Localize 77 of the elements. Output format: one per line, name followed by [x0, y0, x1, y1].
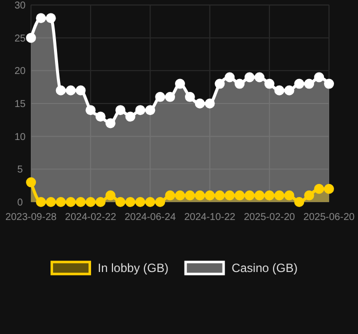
- point: [234, 190, 245, 200]
- point: [274, 85, 284, 96]
- point: [135, 105, 146, 116]
- point: [324, 184, 334, 194]
- legend-label: Casino (GB): [232, 261, 298, 275]
- point: [204, 190, 215, 200]
- point: [145, 197, 156, 207]
- point: [264, 190, 274, 200]
- point: [274, 190, 284, 200]
- y-tick-label: 5: [17, 164, 24, 176]
- point: [194, 98, 205, 108]
- point: [76, 197, 86, 207]
- point: [56, 197, 66, 207]
- point: [125, 112, 136, 122]
- point: [46, 197, 56, 207]
- x-tick-label: 2025-02-20: [244, 212, 296, 223]
- point: [254, 72, 264, 82]
- point: [165, 92, 176, 102]
- point: [284, 190, 294, 200]
- point: [214, 78, 225, 89]
- point: [214, 190, 225, 200]
- point: [115, 105, 126, 116]
- point: [125, 197, 136, 207]
- y-tick-label: 25: [14, 33, 26, 44]
- point: [105, 118, 116, 128]
- point: [86, 197, 96, 207]
- point: [204, 98, 215, 108]
- point: [184, 92, 195, 102]
- point: [36, 13, 46, 24]
- point: [294, 78, 304, 89]
- point: [76, 85, 86, 96]
- point: [165, 190, 176, 200]
- legend-label: In lobby (GB): [98, 261, 169, 275]
- y-tick-label: 10: [14, 132, 26, 143]
- point: [86, 105, 96, 116]
- point: [234, 78, 245, 89]
- point: [194, 190, 205, 200]
- point: [26, 177, 36, 188]
- point: [66, 197, 76, 207]
- x-tick-label: 2024-02-22: [65, 212, 117, 223]
- point: [155, 197, 166, 207]
- point: [175, 78, 185, 89]
- point: [254, 190, 264, 200]
- point: [224, 190, 235, 200]
- y-tick-label: 20: [14, 66, 26, 78]
- point: [264, 78, 274, 89]
- point: [66, 85, 76, 96]
- point: [244, 190, 255, 200]
- point: [155, 92, 166, 102]
- point: [96, 197, 106, 207]
- point: [224, 72, 235, 82]
- point: [304, 78, 314, 89]
- point: [26, 32, 36, 43]
- point: [324, 78, 334, 89]
- point: [115, 197, 126, 207]
- point: [314, 72, 324, 82]
- point: [46, 13, 56, 24]
- point: [145, 105, 156, 116]
- y-tick-label: 0: [17, 198, 24, 208]
- point: [135, 197, 146, 207]
- point: [184, 190, 195, 200]
- point: [284, 85, 294, 96]
- x-tick-label: 2024-06-24: [124, 212, 176, 223]
- point: [56, 85, 66, 96]
- y-tick-label: 15: [14, 99, 26, 110]
- point: [96, 112, 106, 122]
- point: [304, 190, 314, 200]
- point: [175, 190, 185, 200]
- x-tick-label: 2025-06-20: [303, 212, 356, 223]
- point: [314, 184, 324, 194]
- point: [244, 72, 255, 82]
- point: [36, 197, 46, 207]
- point: [294, 197, 304, 207]
- x-tick-label: 2024-10-22: [184, 212, 236, 223]
- point: [105, 190, 116, 200]
- y-tick-label: 30: [14, 0, 26, 12]
- x-tick-label: 2023-09-28: [5, 212, 58, 223]
